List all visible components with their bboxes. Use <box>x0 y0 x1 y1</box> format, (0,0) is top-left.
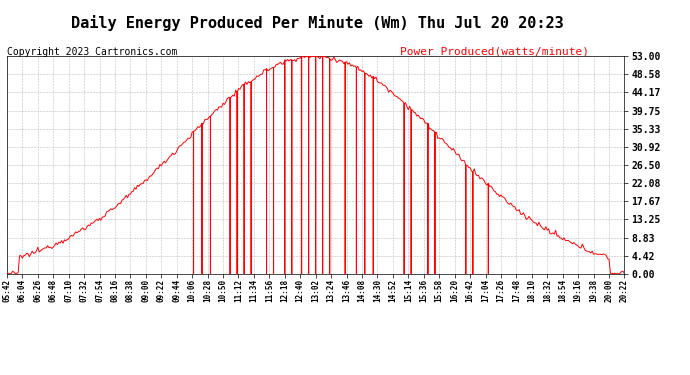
Text: Daily Energy Produced Per Minute (Wm) Thu Jul 20 20:23: Daily Energy Produced Per Minute (Wm) Th… <box>71 15 564 31</box>
Text: Power Produced(watts/minute): Power Produced(watts/minute) <box>400 47 589 57</box>
Text: Copyright 2023 Cartronics.com: Copyright 2023 Cartronics.com <box>7 47 177 57</box>
